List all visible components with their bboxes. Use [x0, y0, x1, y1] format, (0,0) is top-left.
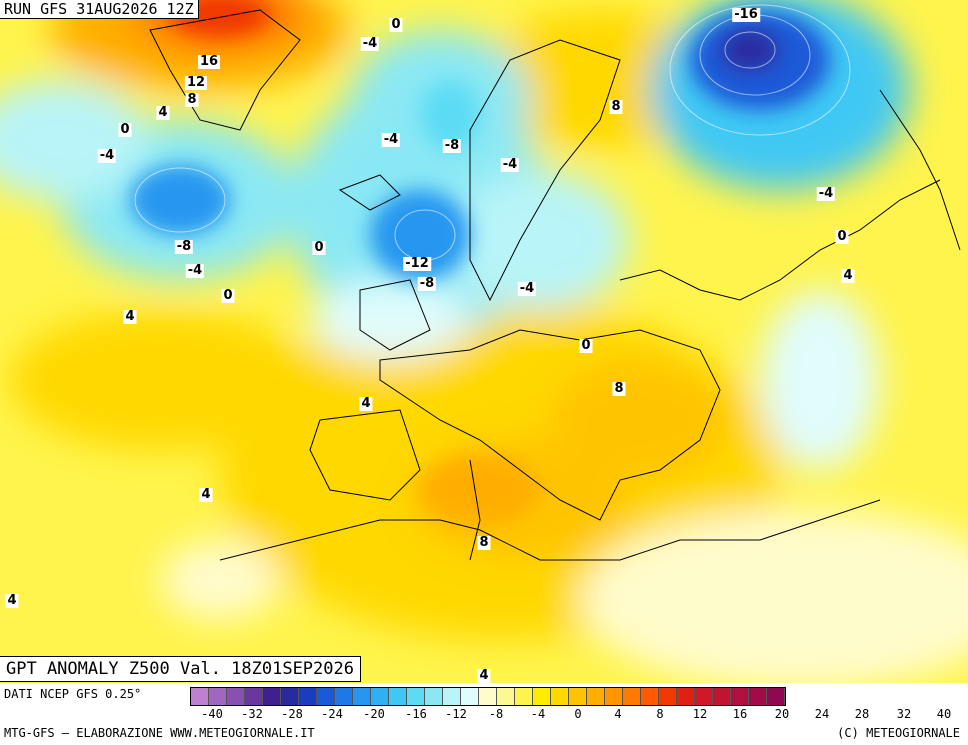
- colorbar-swatch: [713, 688, 731, 705]
- contour-label: -4: [185, 263, 205, 278]
- map-canvas: [0, 0, 968, 683]
- credit-right: (C) METEOGIORNALE: [837, 726, 960, 740]
- colorbar-swatch: [533, 688, 551, 705]
- colorbar-tick-label: -32: [241, 707, 263, 721]
- contour-label: -4: [97, 148, 117, 163]
- contour-label: -16: [732, 7, 760, 22]
- contour-label: 0: [579, 338, 593, 353]
- colorbar-swatch: [443, 688, 461, 705]
- contour-label: -4: [816, 186, 836, 201]
- colorbar-swatch: [281, 688, 299, 705]
- colorbar-swatch: [461, 688, 479, 705]
- colorbar-tick-label: 32: [896, 707, 912, 721]
- coastlines: [149, 9, 961, 561]
- contour-label: 8: [185, 92, 199, 107]
- colorbar-tick-label: 24: [814, 707, 830, 721]
- contour-label: 4: [123, 309, 137, 324]
- colorbar-tick-label: -24: [321, 707, 343, 721]
- colorbar-swatch: [407, 688, 425, 705]
- legend-footer: DATI NCEP GFS 0.25° -40 -32 -28 -24 -20 -16 -1…: [0, 683, 968, 745]
- colorbar-swatch: [353, 688, 371, 705]
- contour-label: -4: [517, 281, 537, 296]
- colorbar-swatch: [317, 688, 335, 705]
- colorbar-tick-label: 28: [854, 707, 870, 721]
- colorbar-tick-label: -40: [201, 707, 223, 721]
- colorbar-tick-label: -16: [405, 707, 427, 721]
- contour-label: 8: [612, 381, 626, 396]
- contour-label: 8: [609, 99, 623, 114]
- credit-left: MTG-GFS – ELABORAZIONE WWW.METEOGIORNALE…: [4, 726, 315, 740]
- colorbar-swatch: [551, 688, 569, 705]
- contour-label: 0: [312, 240, 326, 255]
- colorbar-swatch: [335, 688, 353, 705]
- colorbar-swatch: [479, 688, 497, 705]
- colorbar-tick-label: 40: [936, 707, 952, 721]
- contour-label: 8: [477, 535, 491, 550]
- colorbar-swatch: [227, 688, 245, 705]
- colorbar-swatch: [659, 688, 677, 705]
- contour-label: -8: [174, 239, 194, 254]
- map-title: GPT ANOMALY Z500 Val. 18Z01SEP2026: [0, 656, 361, 682]
- contour-label: 12: [184, 75, 208, 90]
- data-source: DATI NCEP GFS 0.25°: [4, 687, 142, 701]
- contour-label: -4: [381, 132, 401, 147]
- colorbar-tick-label: -12: [445, 707, 467, 721]
- contour-label: -8: [417, 276, 437, 291]
- colorbar-swatch: [767, 688, 785, 705]
- colorbar-swatch: [623, 688, 641, 705]
- contour-label: 4: [477, 668, 491, 683]
- colorbar-swatch: [245, 688, 263, 705]
- colorbar-tick-label: 12: [692, 707, 708, 721]
- contour-label: 0: [221, 288, 235, 303]
- contour-label: 4: [359, 396, 373, 411]
- colorbar-swatch: [677, 688, 695, 705]
- colorbar-tick-label: 4: [614, 707, 622, 721]
- contour-label: -12: [403, 256, 431, 271]
- contour-label: -4: [360, 36, 380, 51]
- colorbar-swatch: [695, 688, 713, 705]
- contour-label: 4: [5, 593, 19, 608]
- colorbar-ticks: -40 -32 -28 -24 -20 -16 -12 -8 -4 0 4 8 12 16 20 24 28 32…: [190, 707, 968, 723]
- colorbar-swatch: [515, 688, 533, 705]
- colorbar-tick-label: 20: [774, 707, 790, 721]
- contour-label: 4: [199, 487, 213, 502]
- colorbar-tick-label: -20: [363, 707, 385, 721]
- colorbar-swatch: [209, 688, 227, 705]
- colorbar-tick-label: -28: [281, 707, 303, 721]
- contour-label: 0: [389, 17, 403, 32]
- colorbar-swatch: [731, 688, 749, 705]
- colorbar-tick-label: 8: [656, 707, 664, 721]
- colorbar-swatch: [749, 688, 767, 705]
- colorbar-swatch: [497, 688, 515, 705]
- colorbar-tick-label: -8: [488, 707, 504, 721]
- colorbar-tick-label: -4: [530, 707, 546, 721]
- colorbar-swatch: [191, 688, 209, 705]
- colorbar-swatch: [425, 688, 443, 705]
- colorbar-swatch: [371, 688, 389, 705]
- anomaly-cores: [130, 0, 830, 525]
- contour-label: -4: [500, 157, 520, 172]
- colorbar-swatch: [569, 688, 587, 705]
- anomaly-map: RUN GFS 31AUG2026 12Z 0 -4 16 12 8 4 0 -4 -8 -4 -4…: [0, 0, 968, 683]
- colorbar-swatch: [263, 688, 281, 705]
- colorbar: [190, 687, 786, 706]
- colorbar-swatch: [299, 688, 317, 705]
- contour-label: 4: [841, 268, 855, 283]
- colorbar-tick-label: 0: [574, 707, 582, 721]
- colorbar-tick-label: 16: [732, 707, 748, 721]
- colorbar-swatch: [641, 688, 659, 705]
- colorbar-swatch: [587, 688, 605, 705]
- contour-label: 0: [118, 122, 132, 137]
- contour-label: 16: [197, 54, 221, 69]
- colorbar-swatch: [605, 688, 623, 705]
- contour-label: -8: [442, 138, 462, 153]
- contour-label: 4: [156, 105, 170, 120]
- colorbar-swatch: [389, 688, 407, 705]
- run-title: RUN GFS 31AUG2026 12Z: [0, 0, 199, 19]
- contour-label: 0: [835, 229, 849, 244]
